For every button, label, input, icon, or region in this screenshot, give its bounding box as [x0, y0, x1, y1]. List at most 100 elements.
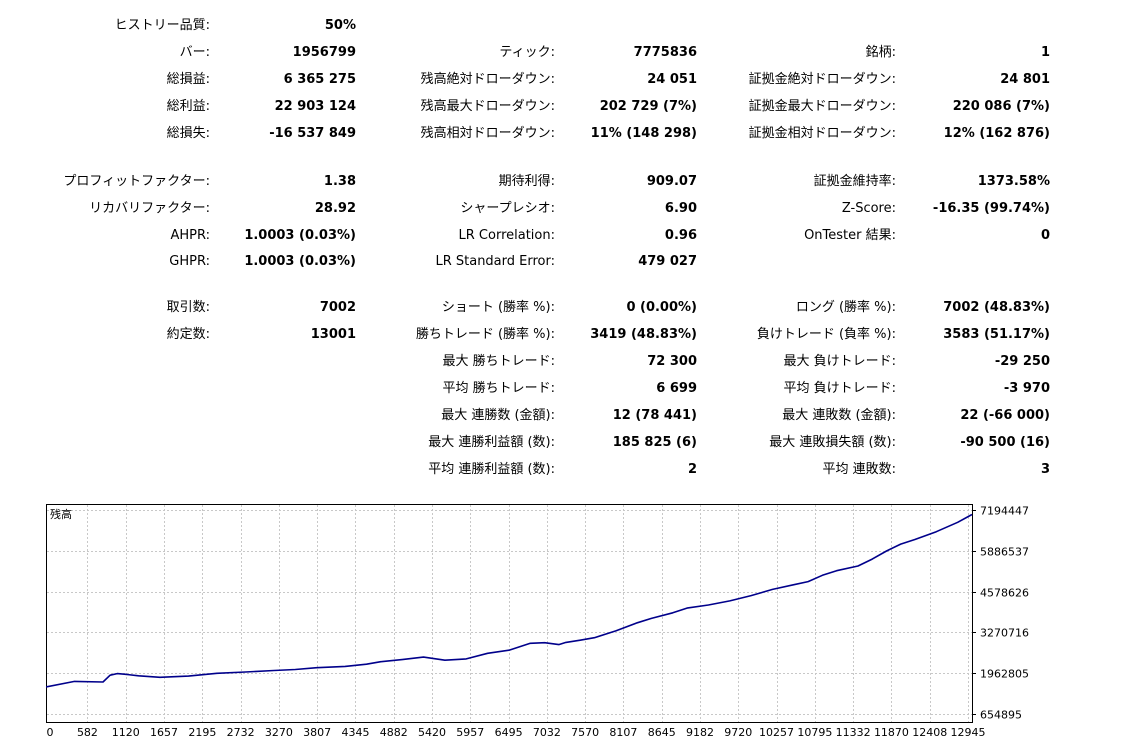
stat-label: OnTester 結果: [804, 228, 896, 243]
stat-value: 50% [324, 18, 356, 33]
stat-value: 7002 (48.83%) [943, 300, 1050, 315]
stat-value: 0 (0.00%) [626, 300, 697, 315]
stat-label: Z-Score: [841, 201, 896, 216]
stat-value: -90 500 (16) [960, 435, 1050, 450]
x-tick-label: 8645 [648, 726, 676, 739]
y-tick-label: 654895 [980, 709, 1022, 722]
stat-value: 1373.58% [977, 174, 1050, 189]
stat-label: 最大 負けトレード: [783, 354, 896, 369]
stat-label: 証拠金絶対ドローダウン: [748, 72, 896, 87]
stat-label: 銘柄: [865, 45, 896, 60]
stat-label: 証拠金最大ドローダウン: [748, 99, 896, 114]
stat-value: 24 051 [647, 72, 697, 87]
x-tick-label: 12408 [912, 726, 947, 739]
stat-label: 最大 連勝数 (金額): [441, 408, 555, 423]
stat-value: 12% (162 876) [943, 126, 1050, 141]
stat-label: 総利益: [166, 99, 210, 114]
stat-label: ヒストリー品質: [114, 18, 210, 33]
stat-label: 残高相対ドローダウン: [420, 126, 555, 141]
stat-value: 3583 (51.17%) [943, 327, 1050, 342]
stat-label: 平均 負けトレード: [783, 381, 896, 396]
stat-value: 1.0003 (0.03%) [244, 254, 356, 269]
stat-label: LR Correlation: [458, 228, 555, 243]
balance-chart: 0 582 1120 1657 2195 2732 3270 3807 4345 4882 5420… [46, 504, 1134, 753]
stat-value: 22 (-66 000) [960, 408, 1050, 423]
stat-label: 総損益: [166, 72, 210, 87]
stat-label: 総損失: [166, 126, 210, 141]
stat-value: -16.35 (99.74%) [932, 201, 1050, 216]
stat-value: 1.38 [323, 174, 356, 189]
stat-value: 11% (148 298) [590, 126, 697, 141]
x-tick-label: 2732 [227, 726, 255, 739]
stat-label: 期待利得: [498, 174, 555, 189]
stat-label: ショート (勝率 %): [441, 300, 555, 315]
stat-label: LR Standard Error: [435, 254, 555, 269]
stat-label: ロング (勝率 %): [795, 300, 896, 315]
y-tick-label: 3270716 [980, 627, 1029, 640]
stat-label: 平均 連勝利益額 (数): [428, 462, 555, 477]
y-tick-label: 1962805 [980, 668, 1029, 681]
stat-value: 6.90 [664, 201, 697, 216]
stat-value: 0.96 [664, 228, 697, 243]
stat-value: 0 [1040, 228, 1050, 243]
balance-series-line [46, 513, 973, 688]
stat-label: バー: [179, 45, 210, 60]
stat-value: 202 729 (7%) [599, 99, 697, 114]
x-tick-label: 1657 [150, 726, 178, 739]
stat-label: 証拠金維持率: [813, 174, 896, 189]
stat-value: 1 [1040, 45, 1050, 60]
x-tick-label: 9720 [724, 726, 752, 739]
stat-value: 1956799 [292, 45, 356, 60]
y-tick-label: 4578626 [980, 587, 1029, 600]
y-tick-label: 5886537 [980, 546, 1029, 559]
stat-value: -29 250 [994, 354, 1050, 369]
stat-value: 24 801 [1000, 72, 1050, 87]
stat-label: 勝ちトレード (勝率 %): [415, 327, 555, 342]
x-tick-label: 7570 [571, 726, 599, 739]
x-tick-label: 3270 [265, 726, 293, 739]
stat-label: 約定数: [166, 327, 210, 342]
stat-label: 最大 連勝利益額 (数): [428, 435, 555, 450]
stat-label: プロフィットファクター: [63, 174, 210, 189]
stat-label: 証拠金相対ドローダウン: [748, 126, 896, 141]
stat-value: 2 [687, 462, 697, 477]
stat-value: 479 027 [638, 254, 697, 269]
x-tick-label: 9182 [686, 726, 714, 739]
stat-label: 残高最大ドローダウン: [420, 99, 555, 114]
stat-value: 185 825 (6) [612, 435, 697, 450]
x-tick-label: 5957 [456, 726, 484, 739]
stat-label: ティック: [499, 45, 555, 60]
x-tick-label: 4882 [380, 726, 408, 739]
stat-label: 負けトレード (負率 %): [756, 327, 896, 342]
stat-label: リカバリファクター: [89, 201, 210, 216]
stat-label: 最大 連敗損失額 (数): [769, 435, 896, 450]
x-tick-label: 8107 [609, 726, 637, 739]
balance-chart-svg: 0 582 1120 1657 2195 2732 3270 3807 4345 4882 5420… [46, 504, 1029, 739]
x-tick-label: 4345 [341, 726, 369, 739]
stat-value: 1.0003 (0.03%) [244, 228, 356, 243]
x-tick-label: 11332 [836, 726, 871, 739]
chart-title: 残高 [50, 507, 72, 521]
x-tick-label: 1120 [112, 726, 140, 739]
stat-value: 6 365 275 [283, 72, 356, 87]
x-tick-label: 5420 [418, 726, 446, 739]
stat-label: GHPR: [169, 254, 210, 269]
stat-label: 取引数: [166, 300, 210, 315]
stat-label: シャープレシオ: [460, 201, 555, 216]
x-tick-label: 10795 [797, 726, 832, 739]
stat-label: 平均 勝ちトレード: [442, 381, 555, 396]
stat-value: -3 970 [1003, 381, 1050, 396]
stat-value: 7002 [319, 300, 356, 315]
stat-value: 6 699 [656, 381, 697, 396]
x-tick-label: 2195 [188, 726, 216, 739]
x-tick-label: 0 [47, 726, 54, 739]
stat-value: -16 537 849 [269, 126, 356, 141]
stat-label: 最大 勝ちトレード: [442, 354, 555, 369]
stat-label: 平均 連敗数: [822, 462, 896, 477]
stat-value: 13001 [310, 327, 356, 342]
stat-value: 22 903 124 [274, 99, 356, 114]
x-tick-label: 10257 [759, 726, 794, 739]
x-tick-label: 6495 [495, 726, 523, 739]
stat-value: 909.07 [646, 174, 697, 189]
stat-label: 最大 連敗数 (金額): [782, 408, 896, 423]
